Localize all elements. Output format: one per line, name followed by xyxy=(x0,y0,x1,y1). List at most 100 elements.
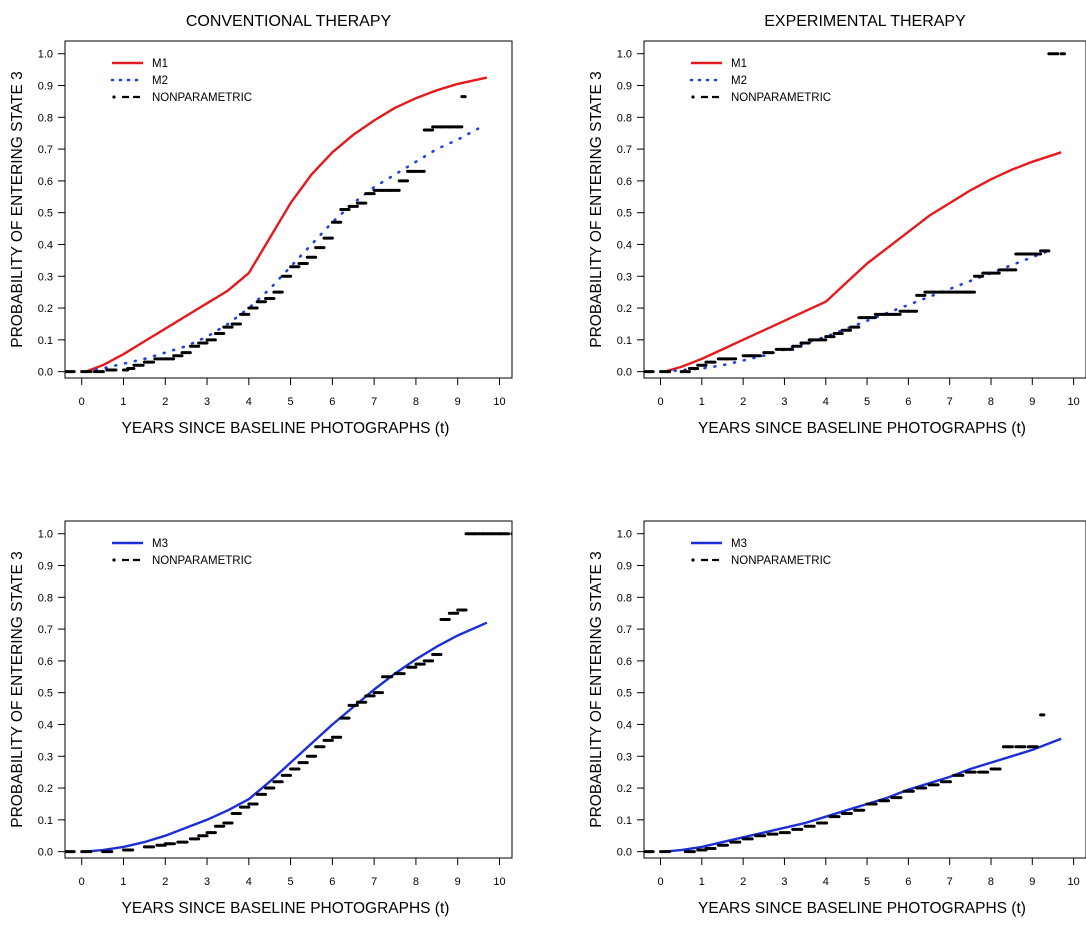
y-tick-label: 1.0 xyxy=(38,529,53,541)
x-tick-label: 1 xyxy=(699,396,705,408)
y-tick-label: 0.5 xyxy=(617,208,632,220)
legend-label-m2: M2 xyxy=(731,75,747,87)
y-tick-label: 0.7 xyxy=(617,144,632,156)
y-tick-label: 0.4 xyxy=(38,239,53,251)
y-tick-label: 0.7 xyxy=(38,144,53,156)
series-m2-line xyxy=(663,247,1055,373)
y-tick-label: 0.9 xyxy=(38,81,53,93)
x-tick-label: 6 xyxy=(329,396,335,408)
x-tick-label: 6 xyxy=(905,396,911,408)
x-tick-label: 8 xyxy=(988,876,994,888)
legend-swatch-dot xyxy=(112,95,116,99)
y-tick-label: 0.3 xyxy=(38,751,53,763)
y-tick-label: 0.5 xyxy=(38,688,53,700)
legend-label-nonparametric: NONPARAMETRIC xyxy=(152,555,252,567)
x-tick-label: 7 xyxy=(947,396,953,408)
x-tick-label: 5 xyxy=(864,396,870,408)
x-tick-label: 0 xyxy=(657,876,663,888)
y-tick-label: 0.1 xyxy=(38,815,53,827)
x-tick-label: 6 xyxy=(905,876,911,888)
y-tick-label: 0.9 xyxy=(617,81,632,93)
y-tick-label: 0.7 xyxy=(38,624,53,636)
plot-frame xyxy=(643,40,1086,379)
chart-title: EXPERIMENTAL THERAPY xyxy=(764,13,966,30)
y-tick-label: 0.8 xyxy=(38,112,53,124)
y-tick-label: 0.2 xyxy=(617,783,632,795)
series-m3-line xyxy=(664,737,1062,853)
chart-panel-2: EXPERIMENTAL THERAPY 0.0 0.1 0.2 0.3 0.4 0.5 0.… xyxy=(588,13,1086,437)
x-tick-label: 3 xyxy=(781,876,787,888)
series-m2-line xyxy=(84,127,480,373)
x-tick-label: 4 xyxy=(823,396,829,408)
y-tick-label: 0.3 xyxy=(617,271,632,283)
x-tick-label: 9 xyxy=(1029,876,1035,888)
chart-panel-1: CONVENTIONAL THERAPY 0.0 0.1 0.2 0.3 0.4 0.5 0.… xyxy=(9,13,513,437)
x-tick-label: 7 xyxy=(371,876,377,888)
x-axis-label: YEARS SINCE BASELINE PHOTOGRAPHS (t) xyxy=(122,420,450,437)
y-axis-label: PROBABILITY OF ENTERING STATE 3 xyxy=(588,551,605,827)
plot-frame xyxy=(64,40,513,379)
y-tick-label: 1.0 xyxy=(38,49,53,61)
x-tick-label: 0 xyxy=(79,876,85,888)
x-axis-label: YEARS SINCE BASELINE PHOTOGRAPHS (t) xyxy=(698,420,1026,437)
legend-label-m1: M1 xyxy=(731,58,747,70)
x-tick-label: 4 xyxy=(246,876,252,888)
y-tick-label: 0.5 xyxy=(38,208,53,220)
x-tick-label: 2 xyxy=(162,876,168,888)
x-tick-label: 8 xyxy=(988,396,994,408)
x-tick-label: 2 xyxy=(162,396,168,408)
x-tick-label: 9 xyxy=(455,876,461,888)
y-tick-label: 0.0 xyxy=(38,367,53,379)
x-axis-label: YEARS SINCE BASELINE PHOTOGRAPHS (t) xyxy=(122,900,450,917)
legend: M1 M2 NONPARAMETRIC xyxy=(689,58,831,104)
y-tick-label: 0.4 xyxy=(617,239,632,251)
x-tick-label: 9 xyxy=(455,396,461,408)
x-tick-label: 3 xyxy=(204,876,210,888)
y-tick-label: 0.5 xyxy=(617,688,632,700)
legend-label-m3: M3 xyxy=(152,538,168,550)
legend-label-nonparametric: NONPARAMETRIC xyxy=(731,92,831,104)
legend-label-m2: M2 xyxy=(152,75,168,87)
legend-swatch-dot xyxy=(691,95,695,99)
y-tick-label: 0.4 xyxy=(617,719,632,731)
chart-panel-4: 0.0 0.1 0.2 0.3 0.4 0.5 0.6 0.7 0.8 0.9 1.0 0 1 2 3 4 5 6… xyxy=(588,520,1086,917)
y-tick-label: 0.0 xyxy=(617,847,632,859)
y-tick-label: 0.9 xyxy=(617,561,632,573)
legend-swatch-dot xyxy=(691,558,695,562)
x-tick-label: 3 xyxy=(204,396,210,408)
y-tick-label: 0.7 xyxy=(617,624,632,636)
legend-label-nonparametric: NONPARAMETRIC xyxy=(731,555,831,567)
y-tick-label: 0.8 xyxy=(38,592,53,604)
x-tick-label: 8 xyxy=(413,876,419,888)
legend-swatch-dot xyxy=(112,558,116,562)
x-tick-label: 4 xyxy=(246,396,252,408)
y-tick-label: 0.9 xyxy=(38,561,53,573)
x-tick-label: 3 xyxy=(781,396,787,408)
x-tick-label: 7 xyxy=(947,876,953,888)
y-tick-label: 0.2 xyxy=(38,783,53,795)
x-tick-label: 10 xyxy=(1067,396,1079,408)
legend: M3 NONPARAMETRIC xyxy=(112,538,252,567)
plot-frame xyxy=(64,520,513,859)
plot-frame xyxy=(643,520,1086,859)
y-tick-label: 0.8 xyxy=(617,112,632,124)
y-tick-label: 0.1 xyxy=(617,335,632,347)
x-tick-label: 1 xyxy=(120,396,126,408)
y-tick-label: 0.6 xyxy=(38,656,53,668)
x-tick-label: 10 xyxy=(1067,876,1079,888)
y-tick-label: 0.2 xyxy=(617,303,632,315)
plot-area xyxy=(65,76,488,374)
legend-label-m1: M1 xyxy=(152,58,168,70)
x-tick-label: 1 xyxy=(120,876,126,888)
x-tick-label: 5 xyxy=(288,396,294,408)
x-tick-label: 9 xyxy=(1029,396,1035,408)
x-tick-label: 10 xyxy=(493,876,505,888)
series-m1-line xyxy=(664,151,1062,373)
x-tick-label: 10 xyxy=(493,396,505,408)
x-tick-label: 8 xyxy=(413,396,419,408)
y-axis-label: PROBABILITY OF ENTERING STATE 3 xyxy=(9,551,26,827)
y-tick-label: 0.2 xyxy=(38,303,53,315)
chart-title: CONVENTIONAL THERAPY xyxy=(186,13,392,30)
plot-area xyxy=(644,52,1067,374)
